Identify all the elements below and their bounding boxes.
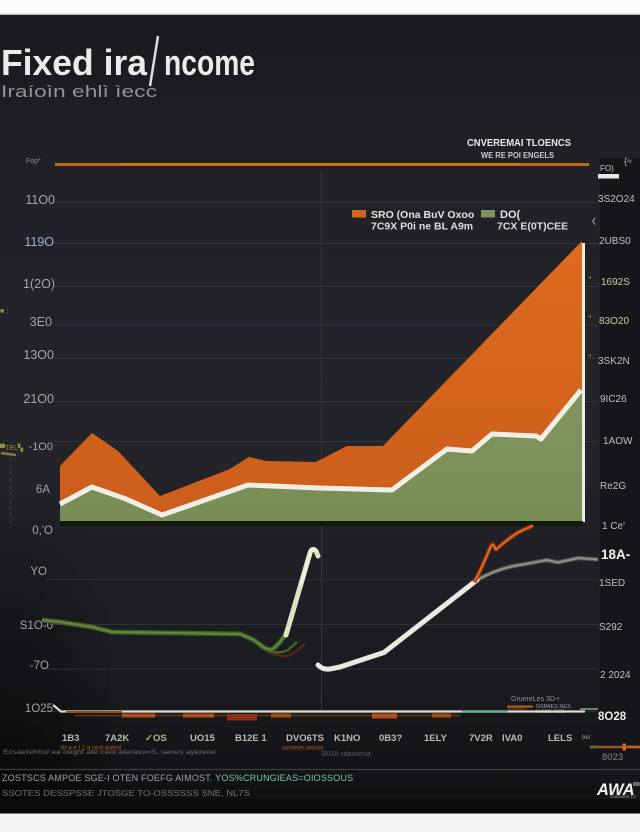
svg-text:119O: 119O	[24, 235, 54, 249]
svg-text:21O0: 21O0	[23, 392, 54, 406]
svg-text:❮: ❮	[591, 217, 597, 225]
svg-text:Iraíoìn ehlì ìecc: Iraíoìn ehlì ìecc	[1, 83, 157, 101]
svg-text:2 2024: 2 2024	[600, 670, 631, 681]
svg-text:6A: 6A	[36, 484, 50, 496]
svg-text:AWA: AWA	[596, 781, 635, 799]
svg-text:◂: ◂	[588, 275, 591, 281]
svg-text:9IC26: 9IC26	[600, 394, 627, 405]
svg-text:SSOTES DESSPSSE JTOSGE TO-OSSS: SSOTES DESSPSSE JTOSGE TO-OSSSSSS SNE, N…	[2, 789, 250, 798]
svg-text:-1O0: -1O0	[29, 441, 53, 453]
svg-text:ber: ber	[582, 735, 591, 741]
svg-text:K1NO: K1NO	[334, 733, 360, 744]
svg-text:DVO6TS: DVO6TS	[286, 733, 324, 744]
svg-text:LELS: LELS	[548, 733, 572, 744]
svg-text:1B3: 1B3	[62, 733, 79, 744]
svg-text:S1O-0: S1O-0	[20, 620, 53, 632]
svg-text:13O0: 13O0	[23, 348, 54, 362]
svg-text:2UBS0: 2UBS0	[599, 236, 631, 247]
svg-text:7CX E(0T)CEE: 7CX E(0T)CEE	[497, 221, 568, 233]
svg-text:YO: YO	[30, 566, 47, 578]
svg-text:UO15: UO15	[190, 733, 216, 744]
svg-text:1AOW: 1AOW	[603, 436, 633, 447]
svg-text:18A-: 18A-	[601, 547, 630, 562]
svg-text:11O0: 11O0	[25, 193, 55, 207]
svg-text:3SK2N: 3SK2N	[598, 356, 630, 367]
svg-text:1 Ce': 1 Ce'	[602, 521, 625, 532]
svg-text:1SED: 1SED	[599, 578, 625, 589]
svg-text:SRO (Ona BuV Oxoo: SRO (Ona BuV Oxoo	[371, 209, 474, 221]
svg-text:7A2K: 7A2K	[105, 733, 129, 744]
svg-text:✓OS: ✓OS	[145, 733, 167, 744]
svg-text:DO(: DO(	[500, 209, 521, 221]
svg-text:8O28: 8O28	[598, 711, 627, 723]
svg-text:3S2O24: 3S2O24	[598, 194, 635, 205]
svg-text:■︙: ■︙	[0, 307, 11, 315]
svg-text:7C9X P0i ne BL A9m: 7C9X P0i ne BL A9m	[371, 221, 473, 233]
svg-text:1O25: 1O25	[25, 703, 53, 715]
svg-text:Ecsaetehhsf ea oeght ate ceot: Ecsaetehhsf ea oeght ate ceot aterasv=S.…	[3, 749, 216, 756]
svg-text:1ELY: 1ELY	[424, 733, 448, 744]
svg-text:S292: S292	[599, 622, 623, 633]
svg-text:0B3?: 0B3?	[379, 733, 402, 744]
svg-text:{≈: {≈	[624, 156, 632, 166]
svg-text:7V2R: 7V2R	[469, 733, 493, 744]
svg-text:WE RE POI ENGELS: WE RE POI ENGELS	[481, 151, 555, 160]
svg-text:ncome: ncome	[164, 42, 255, 83]
svg-text:3E0: 3E0	[30, 315, 52, 329]
svg-text:IVA0: IVA0	[502, 733, 522, 744]
svg-text:B12E 1: B12E 1	[235, 733, 267, 744]
svg-text:1692S: 1692S	[601, 277, 630, 288]
svg-text:seasseret t.b: seasseret t.b	[610, 794, 636, 799]
svg-text:1(2O): 1(2O)	[23, 277, 55, 291]
svg-text:sb-a-e f 2 a ceol aserol: sb-a-e f 2 a ceol aserol	[60, 746, 121, 752]
svg-text:▀TEL▚: ▀TEL▚	[0, 443, 24, 452]
svg-text:CNVEREMAI TLOENCS: CNVEREMAI TLOENCS	[467, 137, 571, 149]
svg-text:0,'O: 0,'O	[32, 525, 53, 537]
svg-text:8023: 8023	[602, 752, 623, 763]
svg-text:Re2G: Re2G	[600, 481, 626, 492]
svg-text:◂: ◂	[588, 314, 591, 320]
svg-text:NSPAES NES: NSPAES NES	[536, 704, 571, 710]
svg-text:FO): FO)	[600, 164, 614, 173]
svg-text:Fop*: Fop*	[26, 158, 41, 165]
svg-text:◂: ◂	[588, 353, 591, 359]
svg-text:asroeoe oeiooa: asroeoe oeiooa	[282, 746, 324, 752]
svg-text:83O20: 83O20	[599, 316, 629, 327]
svg-text:ZOSTSCS AMPOE SGE-I OTEN FOEFG: ZOSTSCS AMPOE SGE-I OTEN FOEFG AIMOST. Y…	[2, 773, 353, 783]
svg-text:GruereLes 3D-r: GruereLes 3D-r	[511, 696, 560, 703]
svg-text:-7O: -7O	[30, 660, 49, 672]
svg-text:Fixed ira: Fixed ira	[1, 42, 148, 83]
svg-text:B028 sdaoseoa: B028 sdaoseoa	[322, 751, 371, 758]
